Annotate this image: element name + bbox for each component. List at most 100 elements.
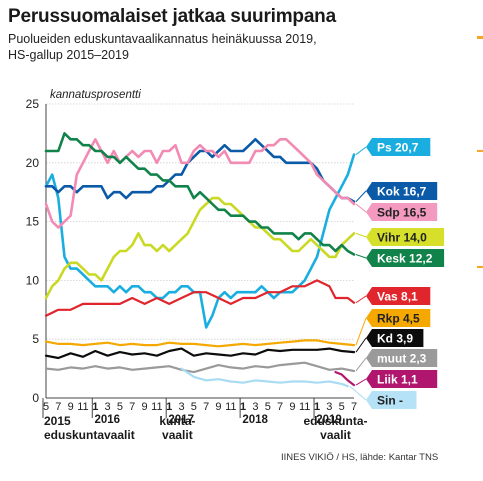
chart-subtitle-line-1: Puolueiden eduskuntavaalikannatus heinäk… [8, 32, 317, 46]
annotation-label: vaalit [320, 428, 351, 442]
annotation-label: vaalit [162, 428, 193, 442]
legend-tag-label: Rkp 4,5 [377, 312, 420, 326]
y-tick-label: 10 [26, 273, 40, 287]
y-tick-label: 15 [26, 215, 40, 229]
legend-tag-label: muut 2,3 [377, 352, 427, 366]
year-label: 2017 [168, 414, 194, 426]
series-line-sdp [44, 138, 356, 229]
legend-tag-vas: Vas 8,1 [366, 287, 431, 305]
credit-source: IINES VIKIÖ / HS, lähde: Kantar TNS [281, 452, 439, 463]
legend-tag-label: Kd 3,9 [377, 332, 413, 346]
legend-tag-label: Sin - [377, 394, 403, 408]
x-tick-label: 1 [314, 401, 320, 413]
legend-tag-label: Vas 8,1 [377, 290, 418, 304]
annotation-label: 2015 [44, 414, 71, 428]
legend-tag-rkp: Rkp 4,5 [366, 309, 431, 327]
legend-tag-label: Sdp 16,5 [377, 206, 427, 220]
series-line-vihr [44, 196, 356, 300]
series-line-vas [44, 279, 356, 317]
series-line-kok [44, 138, 356, 203]
annotation-label: eduskuntavaalit [44, 428, 135, 442]
series-line-kesk [44, 132, 356, 256]
series-leader-liik [355, 378, 367, 386]
x-tick-label: 7 [277, 401, 283, 413]
decorative-edge-mark [477, 266, 483, 268]
series-leader-kok [355, 190, 367, 202]
legend-tag-kok: Kok 16,7 [366, 182, 438, 200]
chart-title: Perussuomalaiset jatkaa suurimpana [8, 6, 336, 27]
x-tick-label: 5 [117, 401, 123, 413]
x-tick-label: 1 [92, 401, 98, 413]
x-tick-label: 7 [55, 401, 61, 413]
series-line-kd [44, 347, 356, 360]
series-leader-sin [349, 385, 367, 401]
legend-tag-background [366, 138, 431, 156]
x-tick-label: 3 [178, 401, 184, 413]
series-line-muut [44, 361, 356, 374]
x-tick-label: 11 [151, 401, 162, 413]
x-tick-label: 5 [191, 401, 197, 413]
legend-tag-sin: Sin - [366, 391, 417, 409]
legend-tag-sdp: Sdp 16,5 [366, 203, 438, 221]
legend-tag-background [366, 203, 438, 221]
x-tick-label: 9 [141, 401, 147, 413]
x-tick-label: 1 [166, 401, 172, 413]
x-tick-label: 7 [351, 401, 357, 413]
series-leader-vihr [355, 232, 367, 238]
x-tick-label: 9 [215, 401, 221, 413]
x-tick-label: 5 [43, 401, 49, 413]
x-tick-label: 7 [203, 401, 209, 413]
series-leader-muut [355, 357, 367, 372]
legend-tag-background [366, 370, 438, 388]
legend-tag-label: Kesk 12,2 [377, 252, 433, 266]
decorative-edge-mark [477, 150, 483, 152]
legend-tag-background [366, 309, 431, 327]
series-leader-sdp [355, 203, 367, 213]
series-leader-ps [355, 146, 367, 155]
legend-tag-background [366, 391, 417, 409]
x-tick-label: 9 [68, 401, 74, 413]
series-line-sin [180, 367, 349, 388]
legend-tag-background [366, 349, 438, 367]
y-tick-label: 5 [32, 332, 39, 346]
annotation-label: kunta- [159, 414, 195, 428]
legend-tag-background [366, 287, 431, 305]
y-tick-label: 25 [26, 97, 40, 111]
chart-subtitle-line-2: HS-gallup 2015–2019 [8, 48, 129, 62]
legend-tag-background [366, 182, 438, 200]
legend-tag-label: Liik 1,1 [377, 373, 418, 387]
legend-tag-background [366, 329, 424, 347]
legend-tag-vihr: Vihr 14,0 [366, 228, 445, 246]
legend-tag-background [366, 249, 445, 267]
x-tick-label: 1 [240, 401, 246, 413]
legend-tag-kesk: Kesk 12,2 [366, 249, 445, 267]
annotation-label: eduskunta- [304, 414, 368, 428]
x-tick-label: 5 [339, 401, 345, 413]
series-leader-rkp [355, 317, 367, 346]
legend-tag-background [366, 228, 445, 246]
x-tick-label: 5 [265, 401, 271, 413]
y-axis-label: kannatusprosentti [50, 89, 141, 101]
decorative-edge-mark [477, 36, 483, 39]
year-label: 2019 [316, 414, 342, 426]
x-tick-label: 7 [129, 401, 135, 413]
x-tick-label: 3 [252, 401, 258, 413]
legend-tag-ps: Ps 20,7 [366, 138, 431, 156]
series-leader-kd [355, 337, 367, 353]
legend-tag-label: Vihr 14,0 [377, 231, 427, 245]
year-label: 2016 [94, 414, 120, 426]
series-line-liik [334, 371, 356, 387]
series-leader-kesk [355, 254, 367, 259]
legend-tag-label: Ps 20,7 [377, 141, 419, 155]
series-leader-vas [355, 295, 367, 304]
x-tick-label: 3 [105, 401, 111, 413]
year-label: 2018 [242, 414, 268, 426]
x-tick-label: 9 [289, 401, 295, 413]
legend-tag-label: Kok 16,7 [377, 185, 427, 199]
x-tick-label: 11 [77, 401, 88, 413]
legend-tag-kd: Kd 3,9 [366, 329, 424, 347]
y-tick-label: 0 [32, 391, 39, 405]
x-tick-label: 11 [299, 401, 310, 413]
legend-tag-liik: Liik 1,1 [366, 370, 438, 388]
x-tick-label: 11 [225, 401, 236, 413]
